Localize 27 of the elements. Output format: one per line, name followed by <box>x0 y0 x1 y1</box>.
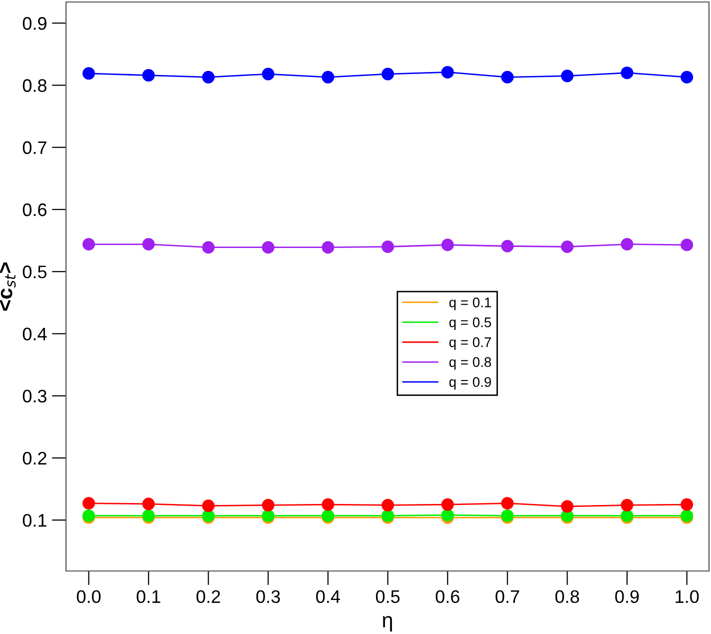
legend-label: q = 0.1 <box>449 298 491 310</box>
y-tick-label: 0.3 <box>22 390 46 403</box>
x-tick-label: 0.1 <box>136 590 160 604</box>
x-tick-label: 0.9 <box>615 590 639 604</box>
y-tick-label: 0.4 <box>22 328 47 340</box>
x-tick-label: 0.7 <box>496 590 520 604</box>
x-axis-title: η <box>382 616 392 632</box>
x-tick-label: 0.6 <box>436 590 460 604</box>
x-tick-label: 0.8 <box>555 590 580 604</box>
x-tick-label: 0.3 <box>256 590 280 604</box>
y-tick-label: 0.9 <box>22 17 46 30</box>
y-tick-label: 0.8 <box>22 79 46 92</box>
legend-label: q = 0.7 <box>449 337 491 350</box>
y-axis-title: <c$_{st}$> <box>0 262 16 311</box>
x-tick-label: 0.5 <box>376 590 400 604</box>
x-tick-label: 0.0 <box>76 590 101 604</box>
legend-label: q = 0.9 <box>449 377 491 390</box>
x-tick-label: 0.4 <box>316 590 340 604</box>
y-tick-label: 0.5 <box>22 266 46 278</box>
x-tick-label: 1.0 <box>676 590 699 604</box>
x-tick-label: 0.2 <box>196 590 220 604</box>
legend-label: q = 0.5 <box>449 317 492 330</box>
y-tick-label: 0.2 <box>22 452 46 465</box>
y-tick-label: 0.1 <box>22 514 46 527</box>
y-tick-label: 0.7 <box>22 141 46 154</box>
legend-label: q = 0.8 <box>449 357 492 370</box>
y-tick-label: 0.6 <box>22 203 46 216</box>
